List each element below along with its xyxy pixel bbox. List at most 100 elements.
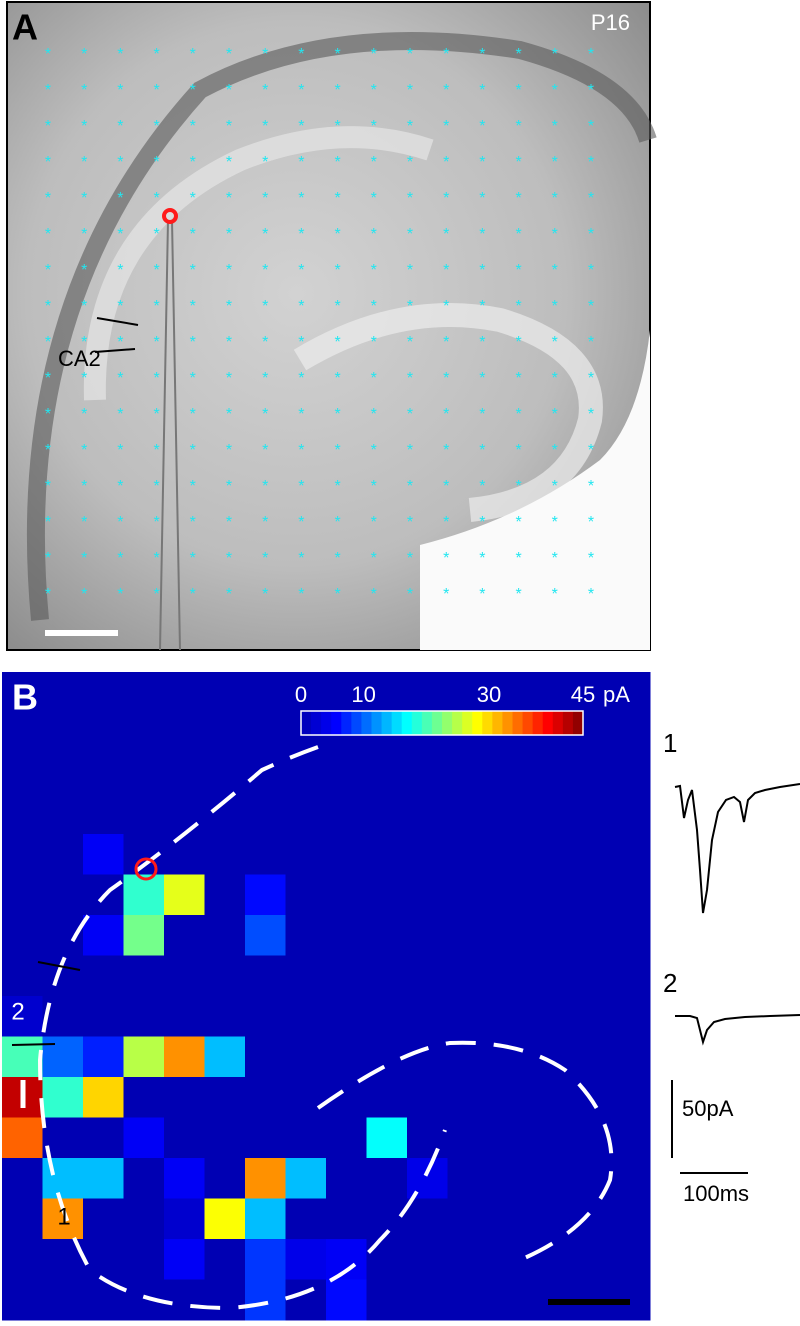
stim-point: * xyxy=(588,118,594,135)
stim-point: * xyxy=(226,154,232,171)
stim-point: * xyxy=(45,154,51,171)
heat-cell xyxy=(245,874,286,916)
stim-point: * xyxy=(262,370,268,387)
stim-point: * xyxy=(81,442,87,459)
heat-cell xyxy=(447,1279,489,1321)
heat-cell xyxy=(407,955,448,997)
stim-point: * xyxy=(262,46,268,63)
stim-point: * xyxy=(552,226,558,243)
stim-point: * xyxy=(153,406,159,423)
heat-cell xyxy=(2,1239,43,1280)
colorbar-step xyxy=(371,711,383,735)
heat-cell xyxy=(83,1077,124,1118)
stim-point: * xyxy=(190,82,196,99)
stim-point: * xyxy=(190,262,196,279)
heat-cell xyxy=(447,1158,489,1199)
heat-cell xyxy=(164,1239,205,1280)
stim-point: * xyxy=(298,190,304,207)
heat-cell xyxy=(407,834,448,875)
heat-cell xyxy=(326,955,367,997)
heat-cell xyxy=(123,874,165,916)
stim-point: * xyxy=(117,478,123,495)
heat-cell xyxy=(245,915,286,956)
heat-cell xyxy=(326,793,367,835)
stim-point: * xyxy=(226,334,232,351)
heat-cell xyxy=(285,1239,327,1280)
stim-point: * xyxy=(515,370,521,387)
heat-cell xyxy=(447,1117,489,1159)
heat-cell xyxy=(2,1158,43,1199)
stim-point: * xyxy=(407,298,413,315)
colorbar-step xyxy=(442,711,453,735)
stim-point: * xyxy=(45,190,51,207)
stim-point: * xyxy=(479,154,485,171)
heat-cell xyxy=(2,1279,43,1321)
ca2-border xyxy=(96,317,139,326)
stim-point: * xyxy=(515,190,521,207)
stim-point: * xyxy=(190,154,196,171)
stim-point: * xyxy=(117,514,123,531)
stim-point: * xyxy=(407,550,413,567)
heat-cell xyxy=(2,874,43,916)
heat-cell xyxy=(609,996,651,1037)
stim-point: * xyxy=(153,442,159,459)
stim-point: * xyxy=(588,298,594,315)
stim-point: * xyxy=(81,406,87,423)
stim-point: * xyxy=(190,190,196,207)
stim-point: * xyxy=(588,478,594,495)
stim-point: * xyxy=(515,262,521,279)
heat-cell xyxy=(2,915,43,956)
stim-point: * xyxy=(45,118,51,135)
heat-cell xyxy=(204,1198,246,1240)
heat-cell xyxy=(609,1077,651,1118)
heat-cell xyxy=(42,793,84,835)
stim-point: * xyxy=(515,154,521,171)
colorbar-step xyxy=(381,711,393,735)
heat-cell xyxy=(123,1158,165,1199)
stim-point: * xyxy=(334,370,340,387)
heat-cell xyxy=(164,793,205,835)
stim-point: * xyxy=(334,154,340,171)
heat-cell xyxy=(609,1117,651,1159)
heat-cell xyxy=(366,793,408,835)
ca2-border xyxy=(11,1043,56,1046)
heat-cell xyxy=(204,996,246,1037)
heat-cell xyxy=(326,1198,367,1240)
heat-cell xyxy=(164,996,205,1037)
heat-cell xyxy=(245,834,286,875)
stim-point: * xyxy=(298,118,304,135)
heat-cell xyxy=(447,834,489,875)
heat-cell xyxy=(366,834,408,875)
heat-cell xyxy=(204,1077,246,1118)
stim-point: * xyxy=(407,370,413,387)
heat-cell xyxy=(488,753,529,794)
stim-point: * xyxy=(117,406,123,423)
colorbar-step xyxy=(462,711,473,735)
stim-point: * xyxy=(153,370,159,387)
heat-cell xyxy=(447,793,489,835)
stim-point: * xyxy=(443,190,449,207)
stim-point: * xyxy=(298,298,304,315)
stim-point: * xyxy=(588,370,594,387)
heat-cell xyxy=(204,1036,246,1078)
heat-cell xyxy=(83,1036,124,1078)
heat-cell xyxy=(245,1158,286,1199)
stim-point: * xyxy=(226,514,232,531)
heat-cell xyxy=(447,753,489,794)
colorbar: 0 10 30 45 pA xyxy=(295,682,630,736)
heat-cell xyxy=(609,672,651,713)
stim-point: * xyxy=(552,46,558,63)
heat-cell xyxy=(164,834,205,875)
stim-point: * xyxy=(298,82,304,99)
stim-point: * xyxy=(588,262,594,279)
heat-cell xyxy=(366,1239,408,1280)
heat-cell xyxy=(366,1077,408,1118)
colorbar-step xyxy=(341,711,352,735)
stim-point: * xyxy=(552,478,558,495)
heat-cell xyxy=(609,1036,651,1078)
heat-cell xyxy=(285,1279,327,1321)
heat-cell xyxy=(2,834,43,875)
stim-point: * xyxy=(407,118,413,135)
stim-point: * xyxy=(262,514,268,531)
heat-cell xyxy=(123,996,165,1037)
